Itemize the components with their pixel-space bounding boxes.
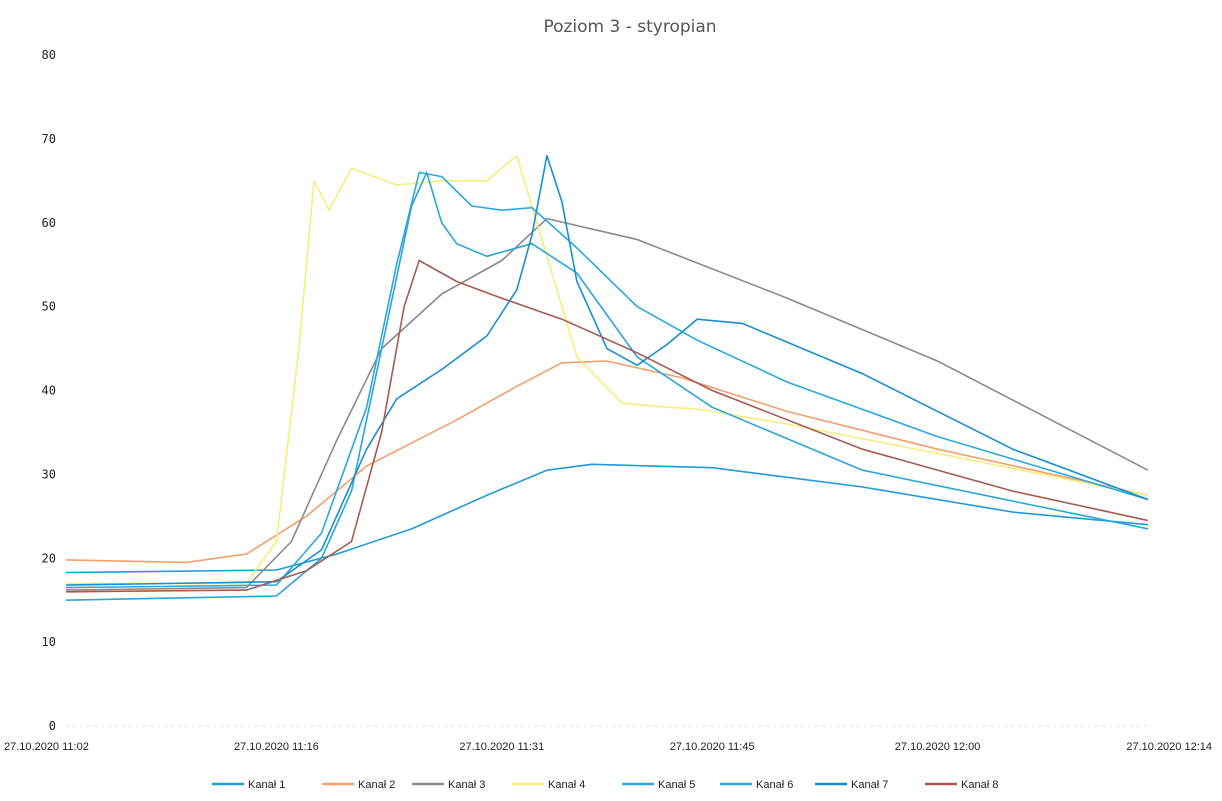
- legend-label: Kanał 7: [851, 779, 888, 791]
- y-tick-label: 20: [42, 551, 56, 565]
- legend-label: Kanał 2: [358, 779, 395, 791]
- legend-item: Kanał 3: [412, 779, 485, 791]
- series-line-2: [65, 360, 1149, 564]
- chart-title: Poziom 3 - styropian: [543, 17, 716, 37]
- legend-item: Kanał 7: [815, 779, 888, 791]
- y-tick-label: 10: [42, 635, 56, 649]
- series-line-1: [65, 463, 1149, 574]
- x-tick-label: 27.10.2020 12:00: [895, 741, 981, 753]
- legend-item: Kanał 6: [720, 779, 793, 791]
- series-line-6: [65, 171, 1149, 601]
- x-tick-label: 27.10.2020 12:14: [1126, 741, 1212, 753]
- series-line-7: [65, 154, 1149, 586]
- y-tick-label: 50: [42, 300, 56, 314]
- legend-item: Kanał 2: [322, 779, 395, 791]
- x-tick-label: 27.10.2020 11:31: [459, 741, 544, 753]
- legend: Kanał 1 Kanał 2 Kanał 3 Kanał 4 Kanał 5 Kanał…: [212, 779, 998, 791]
- legend-item: Kanał 5: [622, 779, 695, 791]
- y-tick-label: 60: [42, 216, 56, 230]
- legend-label: Kanał 3: [448, 779, 485, 791]
- y-tick-label: 30: [42, 467, 56, 481]
- legend-label: Kanał 4: [548, 779, 585, 791]
- series-line-8: [65, 259, 1149, 593]
- x-tick-label: 27.10.2020 11:16: [234, 741, 319, 753]
- series-line-5: [65, 171, 1149, 589]
- y-axis-ticks: 0 10 20 30 40 50 60 70 80: [42, 48, 1148, 733]
- y-tick-label: 40: [42, 384, 56, 398]
- legend-label: Kanał 8: [961, 779, 998, 791]
- legend-label: Kanał 5: [658, 779, 695, 791]
- legend-item: Kanał 4: [512, 779, 585, 791]
- x-axis-ticks: 27.10.2020 11:02 27.10.2020 11:16 27.10.20…: [4, 741, 1212, 753]
- x-tick-label: 27.10.2020 11:02: [4, 741, 89, 753]
- series-line-4: [66, 154, 1149, 585]
- y-tick-label: 0: [49, 719, 56, 733]
- legend-label: Kanał 1: [248, 779, 285, 791]
- x-tick-label: 27.10.2020 11:45: [670, 741, 755, 753]
- legend-item: Kanał 8: [925, 779, 998, 791]
- y-tick-label: 80: [42, 48, 56, 62]
- series-lines: [65, 154, 1149, 601]
- legend-item: Kanał 1: [212, 779, 285, 791]
- series-line-3: [65, 217, 1149, 591]
- y-tick-label: 70: [42, 132, 56, 146]
- legend-label: Kanał 6: [756, 779, 793, 791]
